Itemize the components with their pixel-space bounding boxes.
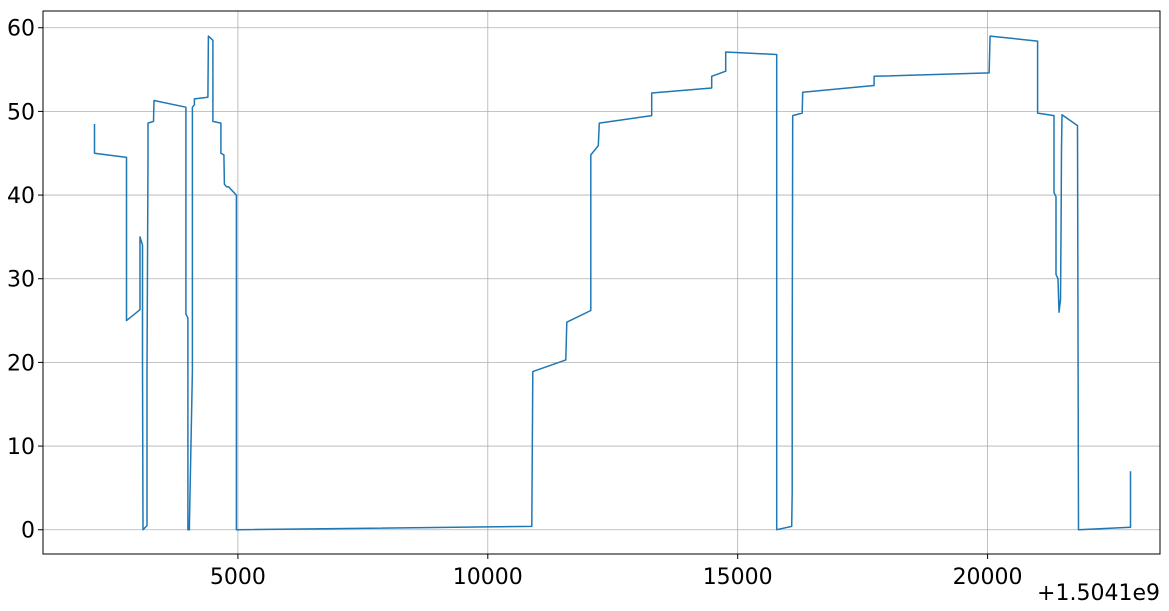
y-tick-label: 40 [7,184,35,209]
y-tick-label: 50 [7,100,35,125]
series-line [93,35,1132,531]
y-tick-label: 20 [7,351,35,376]
x-tick-label: 5000 [210,565,266,590]
x-axis-offset-label: +1.5041e9 [1037,581,1160,606]
plot-frame [42,10,1161,555]
axes: 0 10 20 30 40 50 60 5000 10000 15000 20000 [7,17,1023,590]
y-tick-label: 10 [7,435,35,460]
x-tick-label: 10000 [453,565,523,590]
y-tick-label: 30 [7,268,35,293]
y-tick-label: 0 [21,519,35,544]
x-tick-label: 20000 [953,565,1023,590]
series-layer [93,35,1132,531]
grid [43,11,1160,554]
x-tick-label: 15000 [703,565,773,590]
y-tick-label: 60 [7,17,35,42]
